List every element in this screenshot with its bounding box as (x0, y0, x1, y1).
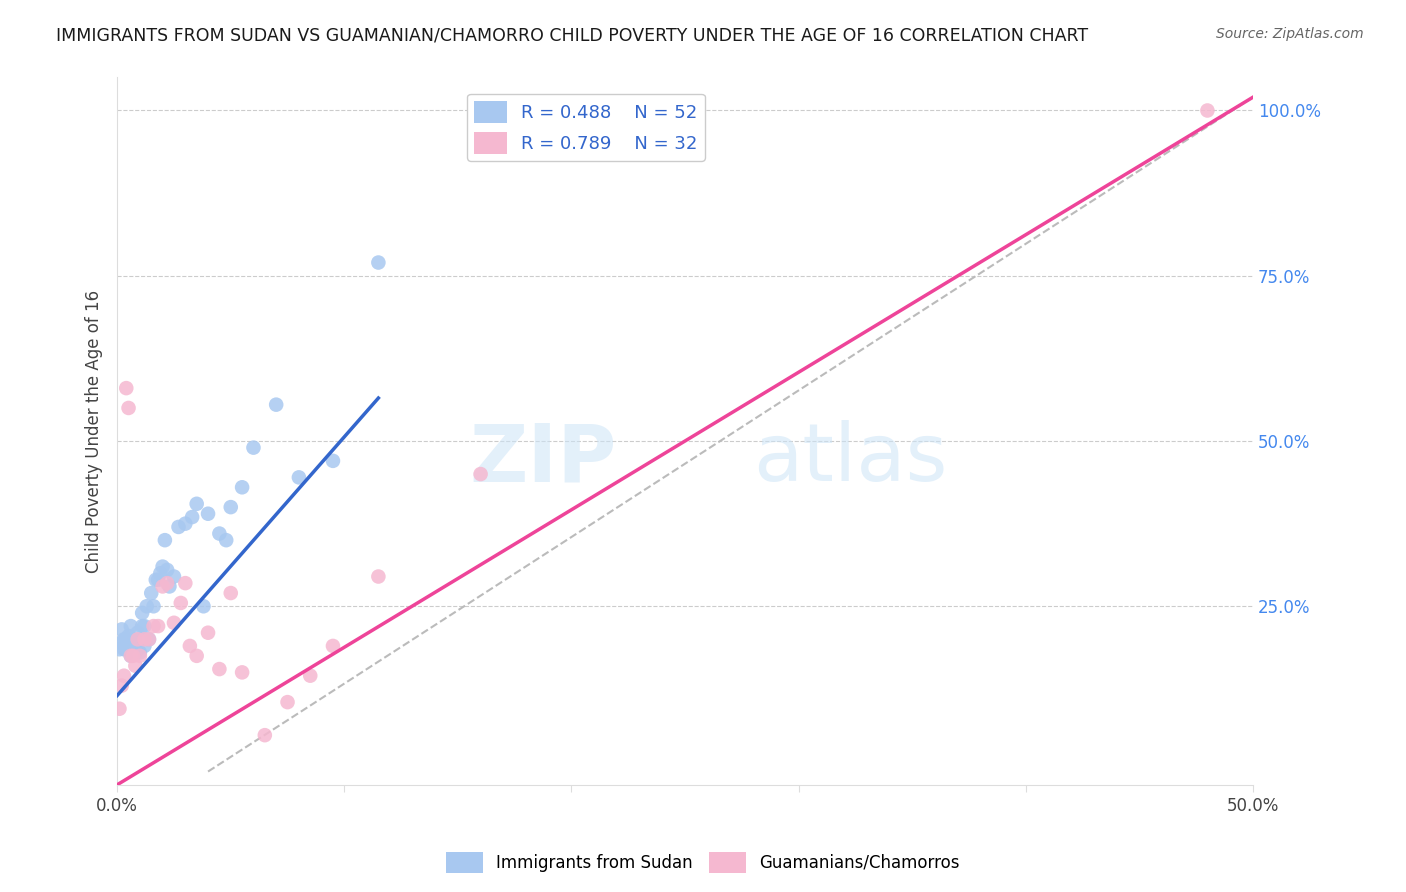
Point (117, 629, 139, 643)
Point (186, 497, 208, 511)
Point (108, 702, 131, 716)
Text: ZIP: ZIP (470, 420, 617, 499)
Point (131, 619, 153, 633)
Point (179, 639, 201, 653)
Point (120, 648, 142, 663)
Point (127, 642, 149, 657)
Point (197, 625, 219, 640)
Point (135, 599, 157, 614)
Point (1197, 103, 1219, 118)
Y-axis label: Child Poverty Under the Age of 16: Child Poverty Under the Age of 16 (86, 290, 103, 573)
Point (141, 586, 163, 600)
Point (152, 579, 174, 593)
Point (122, 632, 145, 647)
Point (253, 728, 276, 742)
Point (127, 632, 149, 647)
Point (231, 480, 253, 494)
Point (264, 398, 287, 412)
Point (186, 648, 208, 663)
Point (112, 668, 135, 682)
Point (142, 599, 165, 614)
Point (117, 401, 139, 415)
Point (122, 642, 145, 657)
Point (127, 625, 149, 640)
Point (159, 579, 181, 593)
Point (231, 665, 253, 680)
Point (219, 586, 242, 600)
Point (163, 569, 186, 583)
Point (117, 635, 139, 649)
Point (124, 635, 146, 649)
Point (112, 632, 135, 647)
Point (120, 639, 142, 653)
Point (215, 533, 238, 548)
Point (112, 642, 135, 657)
Point (115, 632, 138, 647)
Point (124, 646, 146, 660)
Point (174, 576, 197, 591)
Point (134, 632, 156, 647)
Point (120, 648, 142, 663)
Text: Source: ZipAtlas.com: Source: ZipAtlas.com (1216, 27, 1364, 41)
Legend: Immigrants from Sudan, Guamanians/Chamorros: Immigrants from Sudan, Guamanians/Chamor… (440, 846, 966, 880)
Point (117, 642, 139, 657)
Point (322, 639, 344, 653)
Point (152, 559, 174, 574)
Text: IMMIGRANTS FROM SUDAN VS GUAMANIAN/CHAMORRO CHILD POVERTY UNDER THE AGE OF 16 CO: IMMIGRANTS FROM SUDAN VS GUAMANIAN/CHAMO… (56, 27, 1088, 45)
Point (277, 695, 299, 709)
Point (111, 635, 134, 649)
Point (170, 596, 193, 610)
Point (108, 642, 131, 657)
Point (129, 648, 152, 663)
Point (129, 632, 152, 647)
Point (197, 507, 219, 521)
Point (146, 619, 169, 633)
Point (322, 454, 344, 468)
Point (208, 526, 231, 541)
Point (242, 441, 264, 455)
Point (138, 632, 160, 647)
Point (163, 615, 186, 630)
Point (156, 576, 179, 591)
Point (153, 533, 176, 548)
Point (219, 500, 242, 515)
Point (111, 623, 134, 637)
Point (115, 381, 138, 395)
Point (124, 658, 146, 673)
Point (167, 520, 190, 534)
Point (208, 662, 231, 676)
Point (120, 619, 142, 633)
Point (299, 668, 322, 682)
Point (134, 619, 156, 633)
Point (131, 606, 153, 620)
Point (367, 569, 389, 583)
Point (470, 467, 492, 481)
Point (146, 573, 169, 587)
Point (149, 566, 172, 581)
Point (174, 516, 197, 531)
Point (156, 563, 179, 577)
Point (111, 679, 134, 693)
Point (145, 573, 167, 587)
Legend: R = 0.488    N = 52, R = 0.789    N = 32: R = 0.488 N = 52, R = 0.789 N = 32 (467, 94, 704, 161)
Text: atlas: atlas (754, 420, 948, 499)
Point (288, 470, 311, 484)
Point (129, 646, 152, 660)
Point (122, 648, 145, 663)
Point (193, 599, 215, 614)
Point (367, 255, 389, 269)
Point (181, 510, 204, 524)
Point (134, 639, 156, 653)
Point (142, 619, 165, 633)
Point (138, 632, 160, 647)
Point (115, 642, 138, 657)
